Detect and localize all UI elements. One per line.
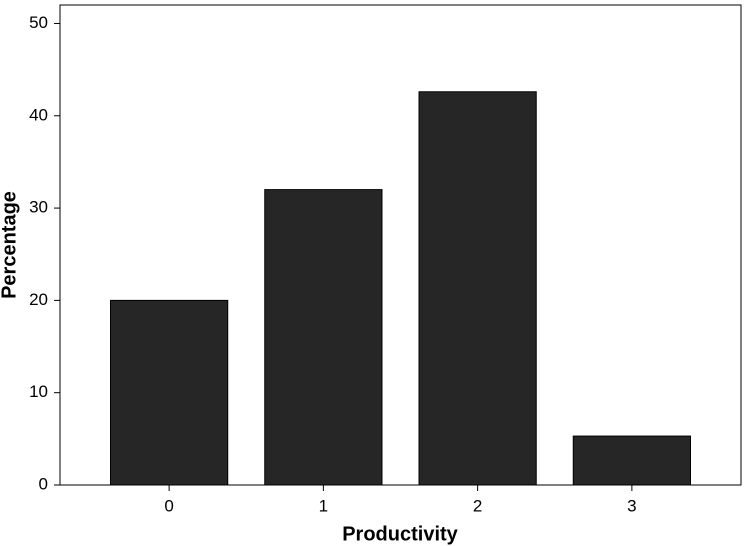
x-axis-title: Productivity — [342, 523, 458, 545]
x-tick-label: 2 — [473, 496, 482, 515]
bar — [110, 299, 229, 486]
bar — [572, 435, 691, 486]
bar — [418, 91, 537, 486]
x-tick-label: 1 — [319, 496, 328, 515]
y-tick-label: 50 — [29, 13, 48, 32]
x-tick-label: 3 — [627, 496, 636, 515]
x-tick-label: 0 — [164, 496, 173, 515]
plot-frame — [59, 4, 742, 486]
y-tick-label: 40 — [29, 105, 48, 124]
y-tick-label: 10 — [29, 382, 48, 401]
y-axis-title: Percentage — [0, 191, 20, 299]
bar — [264, 189, 383, 486]
y-tick-label: 30 — [29, 198, 48, 217]
y-tick-label: 20 — [29, 290, 48, 309]
y-tick-label: 0 — [39, 474, 48, 493]
